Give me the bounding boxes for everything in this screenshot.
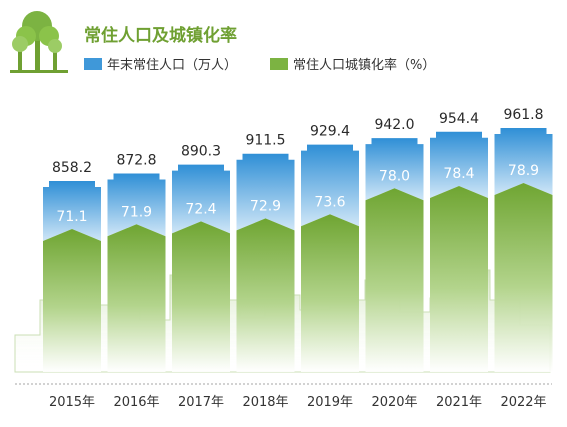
x-tick-label: 2017年	[178, 395, 224, 410]
urbanization-value-label: 73.6	[314, 194, 345, 210]
x-tick-label: 2015年	[49, 395, 95, 410]
x-tick-label: 2019年	[307, 395, 353, 410]
chart-title: 常住人口及城镇化率	[84, 25, 237, 46]
x-tick-label: 2021年	[436, 395, 482, 410]
x-axis-labels: 2015年 2016年 2017年 2018年 2019年 2020年 2021年 2022年	[49, 395, 547, 410]
population-bar	[43, 181, 101, 241]
legend-label-urbanization: 常住人口城镇化率（%）	[293, 57, 435, 73]
population-value-label: 942.0	[374, 117, 414, 133]
legend-swatch-population	[84, 58, 102, 70]
population-value-label: 872.8	[116, 153, 156, 169]
population-value-label: 911.5	[245, 133, 285, 149]
urbanization-value-label: 72.9	[250, 198, 281, 214]
population-bar	[172, 164, 230, 234]
urbanization-value-label: 72.4	[185, 201, 216, 217]
urbanization-bar	[494, 183, 553, 372]
urbanization-value-label: 71.9	[121, 204, 152, 220]
legend-label-population: 年末常住人口（万人）	[107, 58, 237, 73]
urbanization-bar	[236, 218, 295, 372]
urbanization-bar	[172, 221, 230, 372]
population-value-label: 929.4	[310, 124, 350, 140]
bars-layer: 858.2 71.1 872.8 71.9 890.3 72.4 911.5 72.9 929.…	[43, 107, 553, 372]
x-tick-label: 2020年	[371, 395, 417, 410]
x-tick-label: 2016年	[113, 395, 159, 410]
urbanization-value-label: 78.4	[443, 166, 474, 182]
population-value-label: 954.4	[439, 111, 479, 127]
population-bar	[236, 153, 295, 231]
legend: 年末常住人口（万人） 常住人口城镇化率（%）	[84, 57, 435, 73]
population-value-label: 961.8	[503, 107, 543, 123]
x-tick-label: 2022年	[500, 395, 546, 410]
urbanization-value-label: 71.1	[56, 209, 87, 225]
population-value-label: 890.3	[181, 144, 221, 160]
urbanization-bar	[365, 188, 424, 372]
urbanization-bar	[301, 214, 359, 372]
population-bar	[365, 138, 424, 201]
tree-icon	[10, 11, 68, 73]
urbanization-bar	[43, 229, 101, 372]
x-tick-label: 2018年	[242, 395, 288, 410]
urbanization-bar	[430, 185, 488, 372]
population-value-label: 858.2	[52, 160, 92, 176]
population-bar	[301, 144, 359, 227]
population-bar	[107, 173, 166, 237]
urbanization-value-label: 78.9	[508, 163, 539, 179]
population-bar	[430, 131, 488, 198]
urbanization-bar	[107, 224, 166, 372]
population-bar	[494, 128, 553, 195]
urbanization-value-label: 78.0	[379, 168, 410, 184]
legend-swatch-urbanization	[270, 58, 288, 70]
